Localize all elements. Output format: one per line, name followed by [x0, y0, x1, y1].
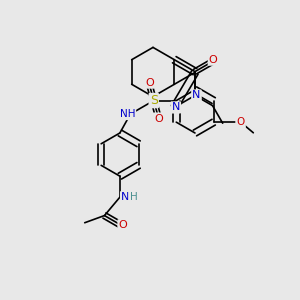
Text: S: S — [150, 94, 158, 107]
Text: O: O — [145, 78, 154, 88]
Text: O: O — [154, 114, 163, 124]
Text: N: N — [172, 102, 180, 112]
Text: O: O — [209, 55, 218, 64]
Text: O: O — [118, 220, 127, 230]
Text: O: O — [237, 117, 245, 127]
Text: N: N — [192, 91, 201, 100]
Text: N: N — [121, 192, 130, 202]
Text: NH: NH — [120, 109, 135, 119]
Text: H: H — [130, 192, 137, 202]
